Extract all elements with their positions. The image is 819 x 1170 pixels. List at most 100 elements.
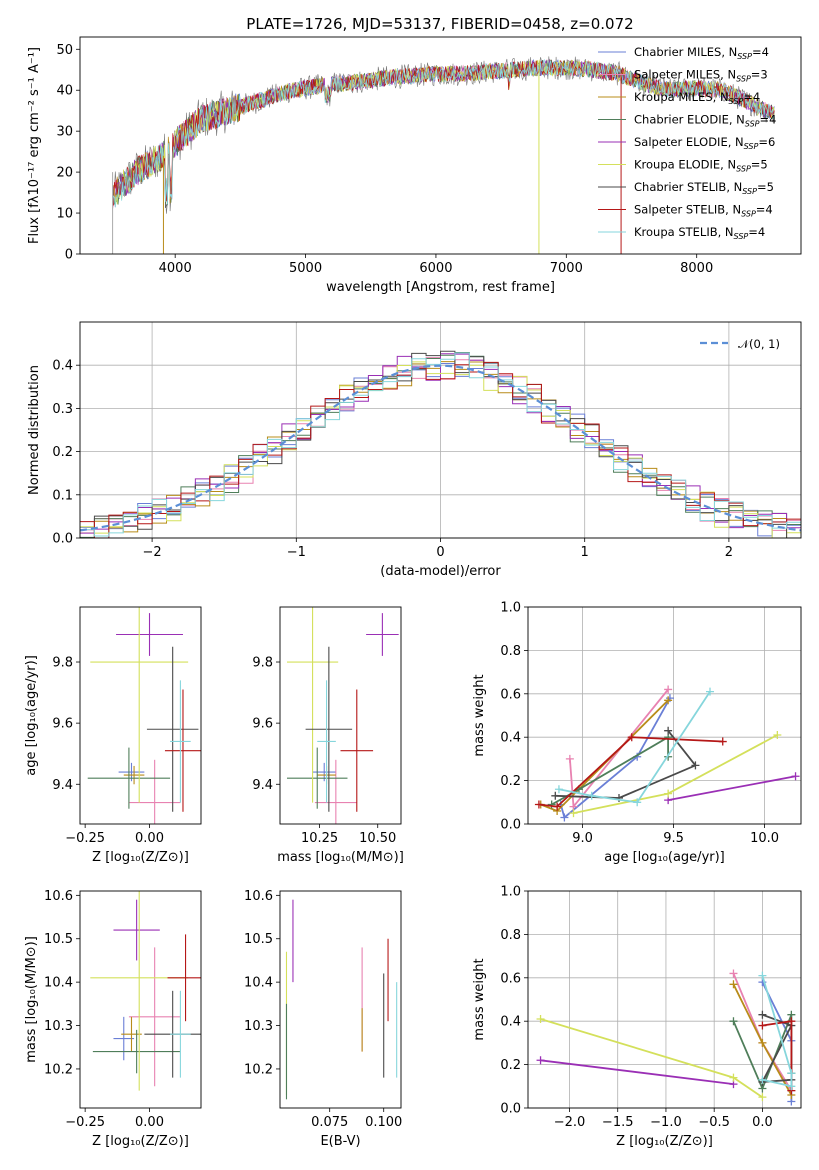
y-tick-label: 0.2 [52, 445, 73, 460]
y-tick-label: 10.4 [244, 976, 273, 991]
legend-label: Chabrier STELIB, NSSP=5 [634, 180, 774, 196]
x-tick-label: 6000 [419, 261, 452, 276]
residual-histogram [80, 361, 801, 538]
plot-area-Z-age [87, 607, 201, 824]
error-bar-point [128, 759, 181, 824]
x-axis-label: wavelength [Angstrom, rest frame] [326, 280, 555, 295]
error-bar-point [305, 646, 353, 812]
weight-line [540, 1059, 734, 1085]
legend-entry: Salpeter STELIB, NSSP=4 [598, 203, 773, 219]
legend-subscript: SSP [745, 120, 760, 129]
x-tick-label: 2 [725, 545, 733, 560]
error-bar-point [121, 1016, 142, 1052]
weight-marker [536, 1015, 545, 1024]
plot-area-ebv-mass [285, 899, 398, 1100]
plot-area-residuals [80, 350, 801, 538]
y-tick-label: 0.0 [500, 1102, 521, 1117]
weight-marker [758, 1021, 767, 1030]
x-tick-label: −1.0 [650, 1115, 682, 1130]
y-tick-label: 0.2 [500, 1058, 521, 1073]
weight-marker [664, 685, 673, 694]
x-tick-label: 0.100 [365, 1115, 402, 1130]
panel-ebv-mass: 0.075 0.100 10.2 10.3 10.4 10.5 10.6 E(B-V) [244, 889, 402, 1149]
weight-marker [534, 800, 543, 809]
residual-histogram [80, 361, 801, 538]
weight-marker [587, 791, 596, 800]
x-tick-label: 9.0 [572, 831, 593, 846]
weight-marker [554, 785, 563, 794]
y-tick-label: 50 [56, 43, 73, 58]
weight-marker [706, 687, 714, 696]
legend-count: =4 [752, 45, 769, 59]
weight-line [760, 1013, 793, 1084]
legend-count: =5 [751, 158, 768, 172]
weight-marker [547, 800, 556, 809]
y-tick-label: 0.0 [500, 818, 521, 833]
legend-subscript: SSP [729, 97, 744, 106]
legend-label: Chabrier MILES, NSSP=4 [634, 45, 769, 61]
y-tick-label: 9.6 [52, 717, 73, 732]
x-tick-label: −0.25 [65, 831, 105, 846]
x-axis-label: mass [log₁₀(M/M⊙)] [277, 850, 404, 865]
x-tick-label: −1 [287, 545, 306, 560]
legend-label: Salpeter STELIB, NSSP=4 [634, 203, 773, 219]
y-tick-label: 10.6 [44, 889, 73, 904]
error-bar-point [286, 747, 348, 809]
plot-area-Z-weight [536, 969, 796, 1106]
weight-line [538, 736, 723, 808]
axes-frame [79, 321, 802, 539]
legend-count: =4 [756, 203, 773, 217]
legend-subscript: SSP [734, 232, 749, 241]
y-tick-label: 9.4 [52, 778, 73, 793]
y-tick-label: 0.8 [500, 644, 521, 659]
plot-area-age-weight [534, 685, 800, 822]
y-tick-label: 10.2 [44, 1062, 73, 1077]
y-tick-label: 0.1 [52, 488, 73, 503]
error-bar-point [87, 747, 171, 809]
error-bar-point [92, 1029, 181, 1074]
weight-marker [758, 1075, 767, 1084]
error-bar-point [113, 1016, 135, 1061]
y-tick-label: 0.2 [500, 774, 521, 789]
weight-marker [664, 789, 673, 798]
weight-marker [627, 733, 636, 742]
y-tick-label: 0.8 [500, 928, 521, 943]
axes-frame [527, 890, 802, 1109]
weight-marker [758, 971, 767, 980]
legend-entry: Kroupa STELIB, NSSP=4 [598, 225, 765, 241]
weight-marker [729, 980, 738, 989]
y-tick-label: 0.4 [52, 359, 73, 374]
panel-residuals: −2 −1 0 1 2 0.0 0.1 0.2 0.3 0.4 (data-model)/error… [27, 321, 802, 579]
legend-entry: Chabrier MILES, NSSP=4 [598, 45, 769, 61]
error-bar-point [90, 607, 189, 803]
panel-mass-age: 10.25 10.50 9.4 9.6 9.8 mass [log₁₀(M/M⊙)] [252, 606, 404, 865]
plot-area-Z-mass [90, 891, 201, 1091]
model-spectrum [112, 58, 775, 208]
panel-Z-mass: −0.25 0.00 10.2 10.3 10.4 10.5 10.6 Z [log₁₀(Z/… [24, 889, 202, 1149]
y-tick-label: 0.4 [500, 731, 521, 746]
error-bar-point [170, 990, 191, 1078]
weight-marker [551, 791, 560, 800]
legend-entry: Chabrier STELIB, NSSP=5 [598, 180, 774, 196]
y-axis-label: Flux [fλ10⁻¹⁷ erg cm⁻² s⁻¹ A⁻¹] [27, 47, 42, 244]
legend-count: =4 [743, 90, 760, 104]
y-tick-label: 9.8 [252, 656, 273, 671]
axes-frame [79, 606, 202, 825]
weight-marker [787, 1017, 796, 1026]
y-tick-label: 0.6 [500, 687, 521, 702]
residual-histogram [80, 350, 801, 538]
y-tick-label: 0.3 [52, 402, 73, 417]
legend-count: =5 [757, 180, 774, 194]
y-axis-label: mass weight [472, 674, 487, 756]
legend-label: Chabrier ELODIE, NSSP=4 [634, 113, 776, 129]
residual-histogram [80, 352, 801, 537]
x-tick-label: 7000 [550, 261, 583, 276]
weight-line [559, 697, 671, 820]
x-axis-label: (data-model)/error [380, 564, 501, 579]
error-bar-point [366, 613, 399, 656]
x-tick-label: 10.25 [301, 831, 338, 846]
x-tick-label: 10.50 [359, 831, 396, 846]
x-axis-label: E(B-V) [320, 1134, 360, 1149]
y-axis-label: age [log₁₀(age/yr)] [24, 655, 39, 776]
error-bar-point [164, 689, 201, 812]
